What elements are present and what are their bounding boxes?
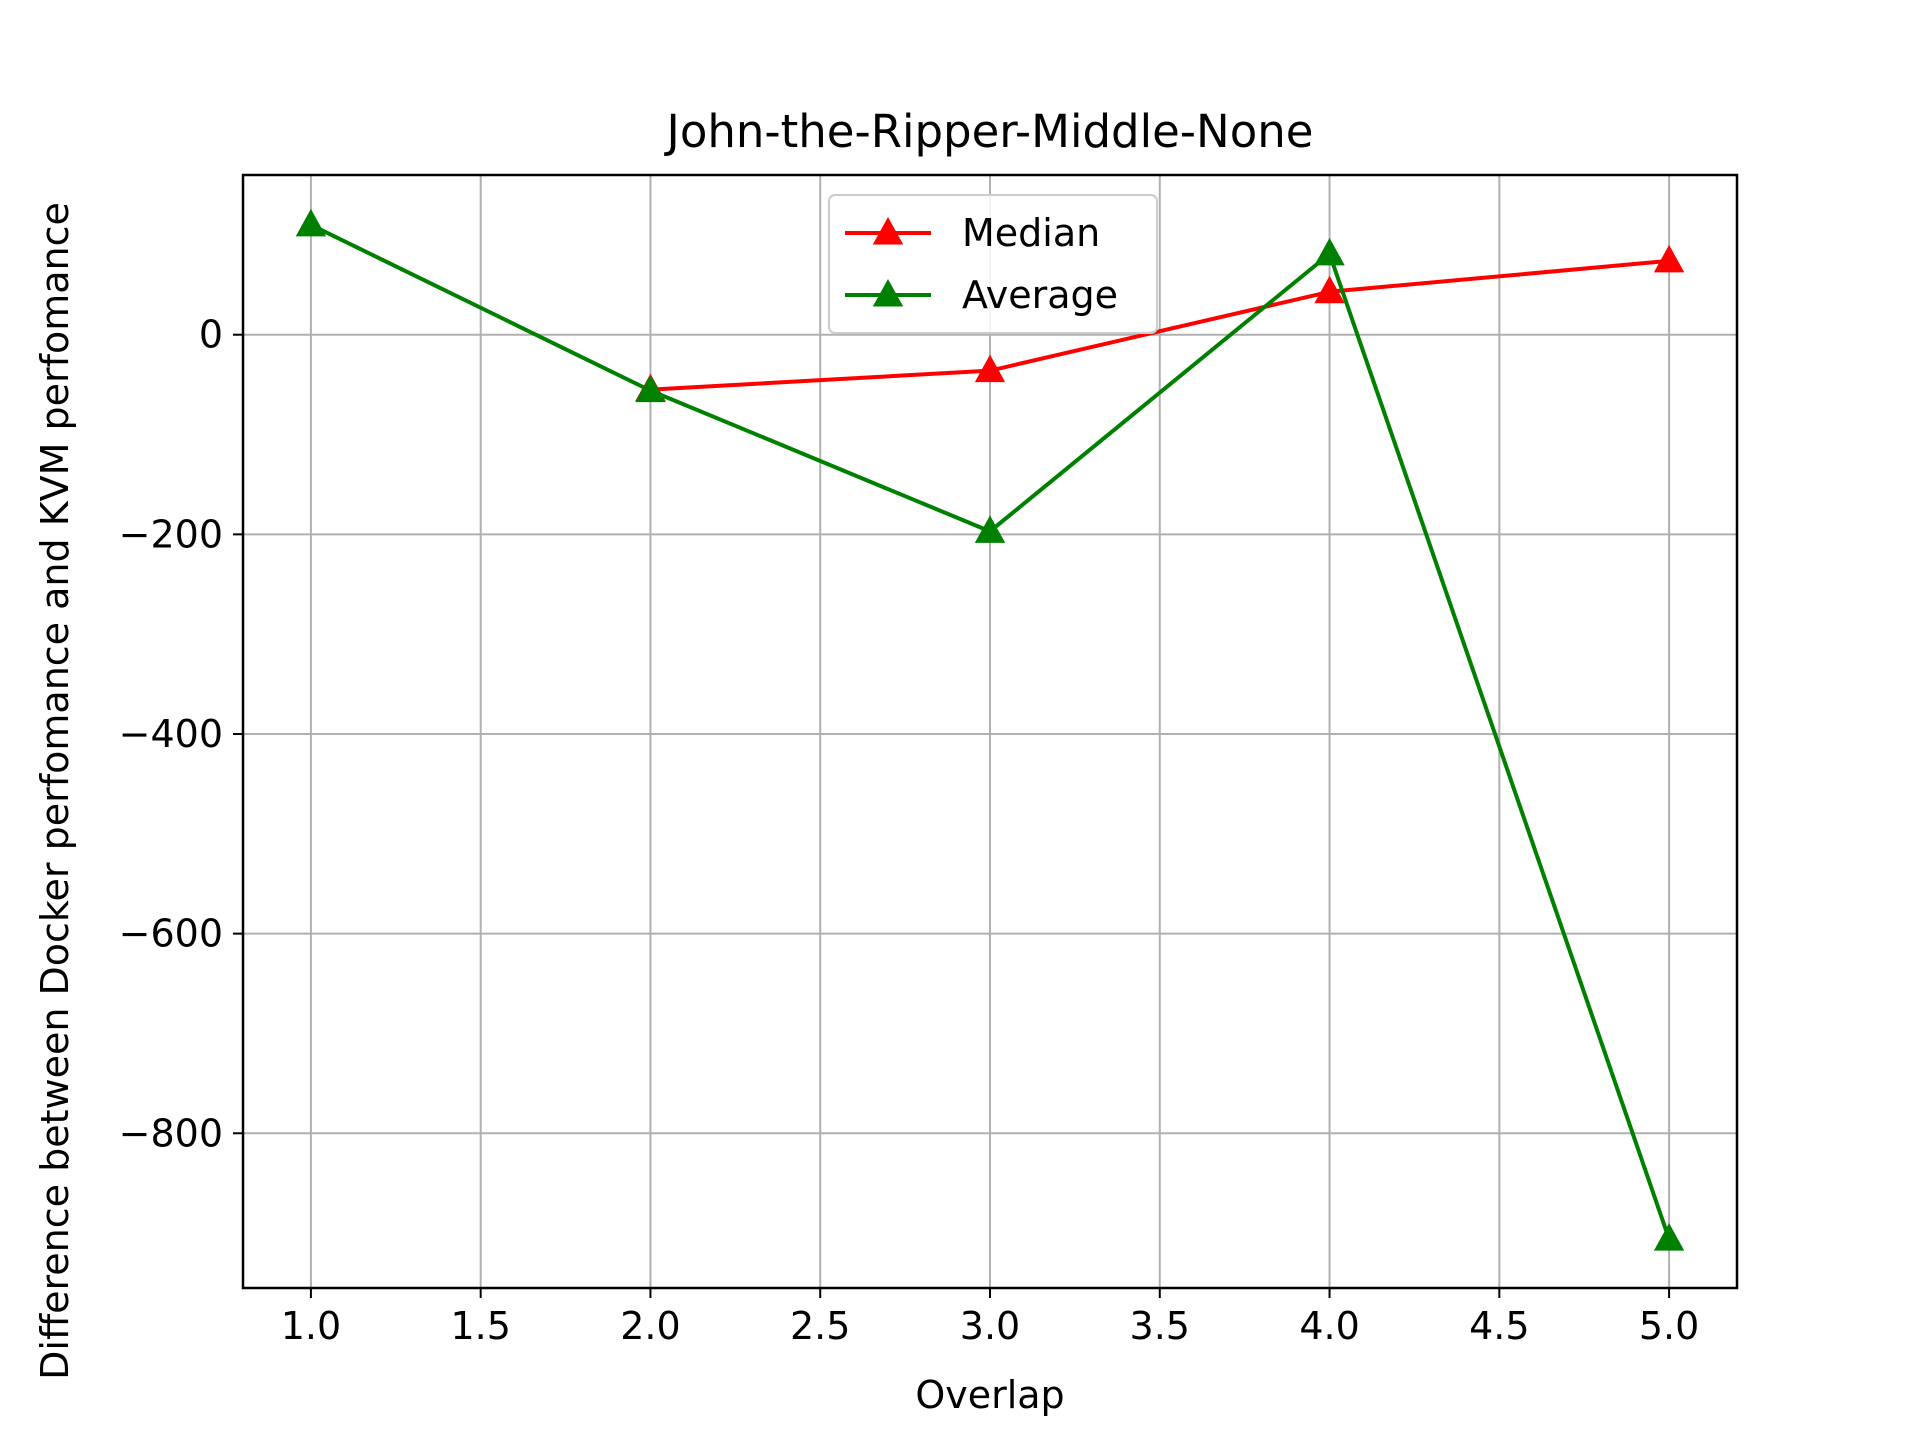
data-point-average [635, 374, 666, 403]
y-axis-title: Difference between Docker perfomance and… [33, 202, 77, 1380]
legend-label-median: Median [962, 211, 1100, 255]
x-tick-label: 1.5 [450, 1304, 510, 1348]
data-point-median [974, 354, 1006, 383]
y-tick-label: −200 [119, 512, 223, 556]
x-tick-label: 4.0 [1299, 1304, 1359, 1348]
x-tick-label: 2.0 [620, 1304, 680, 1348]
data-point-median [1653, 244, 1685, 273]
x-tick-label: 4.5 [1469, 1304, 1529, 1348]
y-tick-label: 0 [199, 313, 223, 357]
data-point-average [295, 208, 327, 237]
ticks: 1.0 1.5 2.0 2.5 3.0 3.5 4.0 4.5 5.0 0 −200 −400 −600… [119, 313, 1700, 1348]
series-line-median [650, 258, 1670, 392]
chart-title: John-the-Ripper-Middle-None [664, 105, 1314, 158]
y-tick-label: −600 [119, 912, 223, 956]
series-layer [295, 208, 1685, 1251]
data-point-average [1653, 1223, 1685, 1251]
x-tick-label: 1.0 [281, 1304, 341, 1348]
legend-marker-average [872, 279, 904, 307]
data-point-median [1314, 275, 1345, 304]
x-tick-label: 5.0 [1639, 1304, 1699, 1348]
data-point-average [1314, 237, 1345, 266]
series-average [295, 208, 1685, 1251]
x-tick-label: 3.5 [1130, 1304, 1190, 1348]
y-tick-label: −400 [119, 712, 223, 756]
x-tick-label: 3.0 [960, 1304, 1020, 1348]
legend-box [828, 194, 1158, 334]
x-axis-title: Overlap [915, 1373, 1064, 1417]
legend-label-average: Average [962, 273, 1118, 317]
legend: Median Average [828, 194, 1158, 334]
data-point-average [974, 515, 1006, 543]
legend-marker-median [872, 217, 904, 245]
y-tick-label: −800 [119, 1111, 223, 1155]
x-tick-label: 2.5 [790, 1304, 850, 1348]
